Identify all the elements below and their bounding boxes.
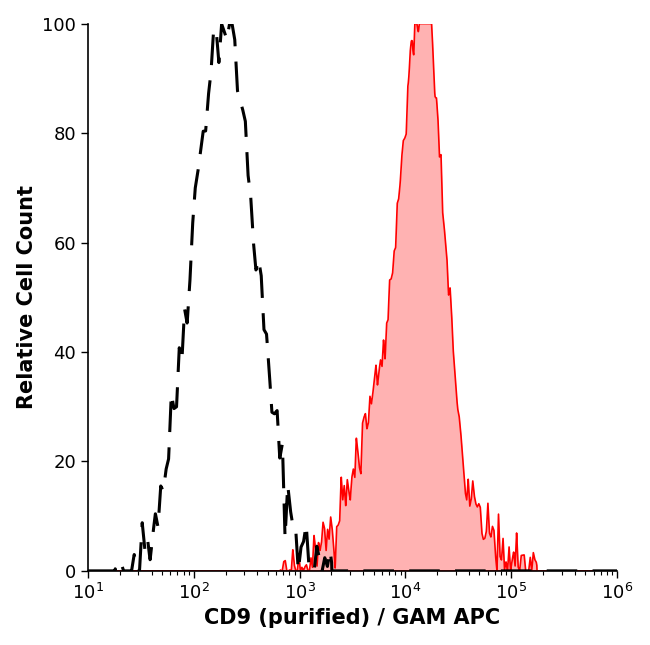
X-axis label: CD9 (purified) / GAM APC: CD9 (purified) / GAM APC [205, 608, 500, 628]
Y-axis label: Relative Cell Count: Relative Cell Count [17, 185, 36, 410]
